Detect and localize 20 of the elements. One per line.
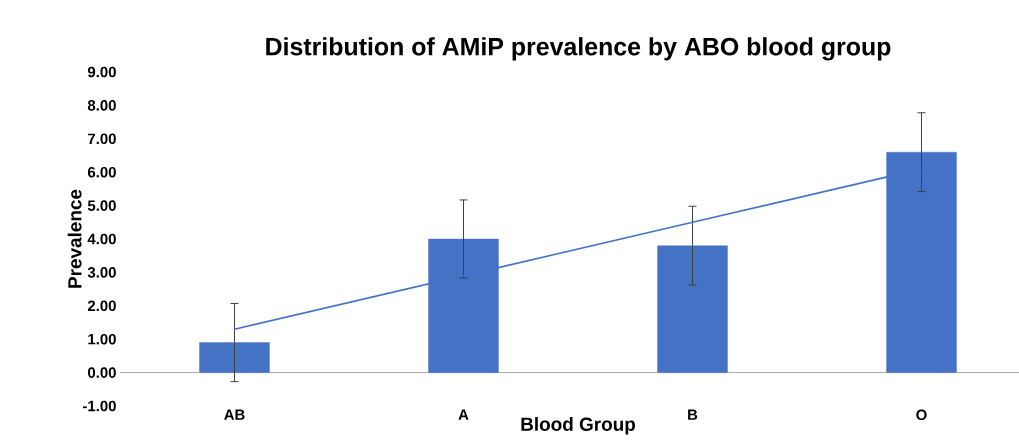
y-axis-title: Prevalence — [67, 189, 82, 288]
x-tick-label: O — [916, 409, 927, 421]
y-tick-label: 2.00 — [87, 300, 116, 312]
y-tick-label: 5.00 — [87, 200, 116, 211]
y-tick-label: 4.00 — [87, 233, 116, 245]
y-tick-label: 6.00 — [87, 166, 116, 178]
y-tick-label: 7.00 — [88, 133, 116, 145]
y-tick-label: 1.00 — [88, 333, 116, 345]
bar — [657, 245, 728, 373]
y-tick-label: -1.00 — [83, 400, 116, 412]
y-tick-label: 0.00 — [87, 367, 116, 378]
x-axis-title: Blood Group — [521, 416, 636, 435]
x-tick-label: A — [458, 409, 469, 420]
y-tick-label: 8.00 — [87, 100, 116, 111]
y-tick-label: 3.00 — [87, 267, 116, 278]
x-tick-label: B — [688, 409, 698, 420]
x-tick-label: AB — [224, 409, 245, 420]
chart-title: Distribution of AMiP prevalence by ABO blood group — [266, 37, 891, 61]
bar — [199, 342, 270, 373]
y-tick-label: 9.00 — [87, 66, 116, 78]
